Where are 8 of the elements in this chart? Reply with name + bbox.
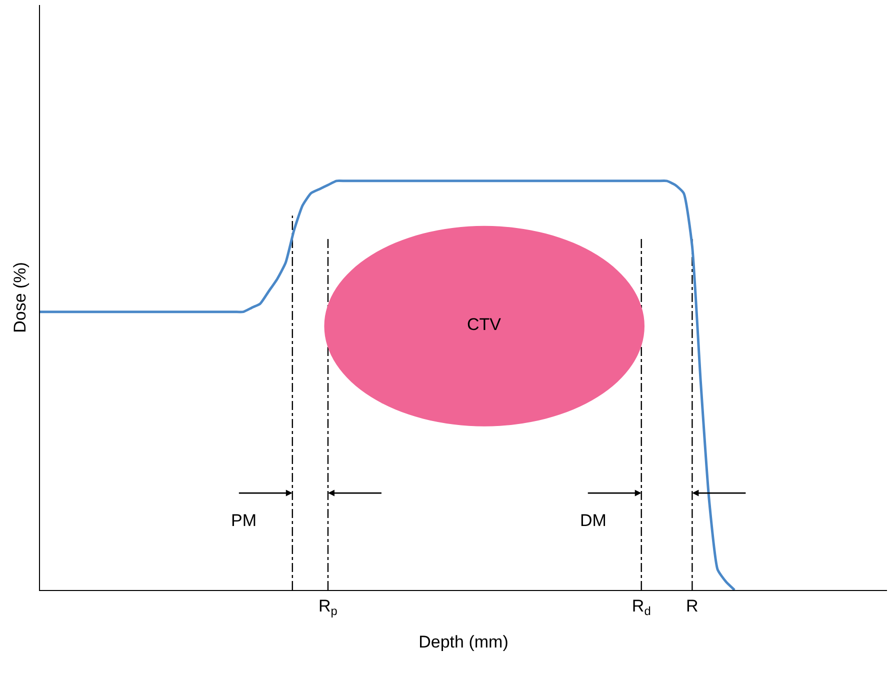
x-tick-label: R$_{p}$: [318, 596, 338, 618]
x-axis-title: Depth (mm): [418, 632, 508, 652]
x-tick-label: R$_{d}$: [632, 596, 651, 618]
x-tick-label: R: [686, 596, 698, 616]
annotation: DM: [580, 511, 606, 530]
annotation: CTV: [467, 315, 502, 334]
annotation: PM: [231, 511, 256, 530]
y-axis-title: Dose (%): [10, 262, 30, 333]
